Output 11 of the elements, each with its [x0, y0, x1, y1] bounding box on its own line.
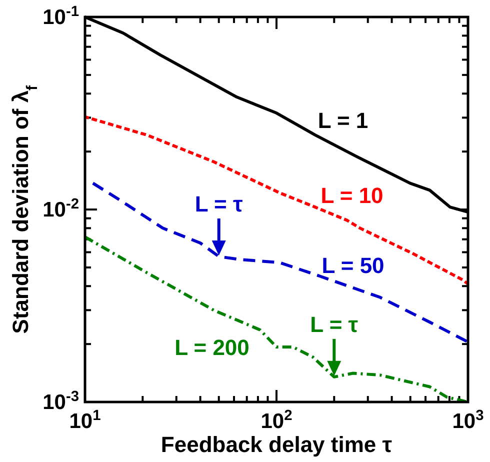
- series-label: L = 10: [320, 183, 384, 208]
- annotation: L = τ: [194, 191, 243, 216]
- annotation: L = τ: [310, 312, 358, 337]
- series-label: L = 200: [174, 335, 250, 360]
- y-tick-label: 10$^{-1}$: [42, 4, 79, 29]
- series-label: L = 50: [322, 253, 384, 278]
- y-tick-label: 10$^{-2}$: [42, 196, 79, 222]
- x-axis-title: Feedback delay time τ: [160, 432, 392, 457]
- x-tick-label: 10$^{2}$: [260, 408, 292, 433]
- x-tick-label: 10$^{3}$: [452, 408, 484, 433]
- series-label: L = 1: [318, 108, 368, 133]
